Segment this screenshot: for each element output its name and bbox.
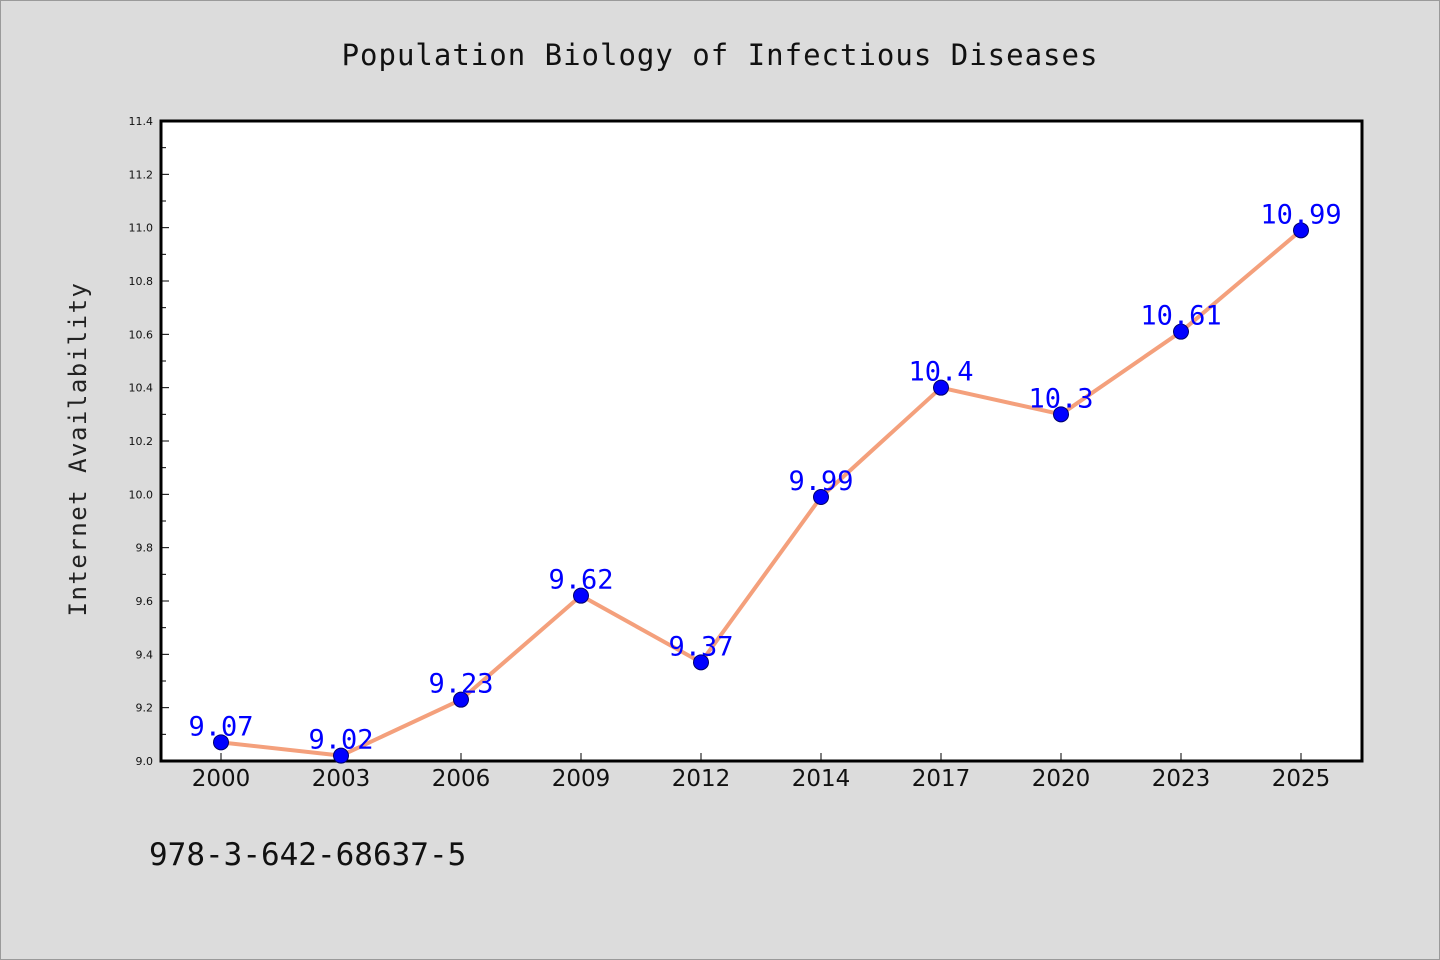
y-tick-label: 11.4 — [129, 115, 154, 128]
series-markers — [213, 222, 1309, 764]
isbn-text: 978-3-642-68637-5 — [149, 837, 466, 873]
y-tick-label: 10.0 — [129, 488, 154, 501]
y-tick-label: 9.6 — [136, 595, 154, 608]
data-labels: 9.07 9.02 9.23 9.62 9.37 9.99 10.4 10.3 10.61 10.… — [188, 199, 1341, 755]
x-tick-label: 2014 — [792, 766, 851, 792]
y-axis: 9.0 9.2 9.4 9.6 9.8 10.0 10.2 10.4 10.6 10.8 11.0 1… — [129, 115, 169, 768]
data-label: 9.99 — [788, 466, 853, 497]
data-label: 9.23 — [428, 669, 493, 700]
data-point — [813, 489, 829, 505]
y-axis-label: Internet Availability — [64, 282, 92, 617]
plot-area — [159, 119, 1364, 763]
y-tick-label: 10.6 — [129, 328, 154, 341]
data-label: 10.99 — [1260, 199, 1341, 230]
y-tick-label: 9.8 — [136, 542, 154, 555]
data-label: 9.07 — [188, 711, 253, 742]
data-label: 10.4 — [908, 357, 973, 388]
y-tick-label: 11.2 — [129, 168, 154, 181]
data-point — [693, 654, 709, 671]
x-tick-label: 2009 — [552, 766, 611, 792]
x-tick-label: 2003 — [312, 766, 371, 792]
x-tick-label: 2012 — [672, 766, 731, 792]
x-tick-label: 2017 — [912, 766, 971, 792]
data-point — [333, 747, 349, 764]
x-tick-label: 2020 — [1032, 766, 1091, 792]
x-tick-label: 2025 — [1272, 766, 1331, 792]
data-point — [213, 734, 229, 751]
y-tick-label: 9.2 — [136, 702, 154, 715]
x-axis: 2000 2003 2006 2009 2012 2014 2017 2020 2023 2025 — [192, 753, 1331, 792]
data-label: 10.61 — [1140, 301, 1221, 332]
y-tick-label: 10.4 — [129, 382, 154, 395]
y-tick-label: 9.0 — [136, 755, 154, 768]
data-label: 10.3 — [1028, 383, 1093, 414]
y-tick-label: 10.2 — [129, 435, 154, 448]
series-line — [219, 228, 1303, 758]
data-label: 9.62 — [548, 565, 613, 596]
data-label: 9.37 — [668, 631, 733, 662]
data-point — [933, 379, 949, 396]
data-point — [453, 691, 469, 708]
data-point — [1173, 323, 1189, 340]
x-tick-label: 2006 — [432, 766, 491, 792]
y-tick-label: 10.8 — [129, 275, 154, 288]
x-tick-label: 2000 — [192, 766, 251, 792]
x-tick-label: 2023 — [1152, 766, 1211, 792]
y-tick-label: 11.0 — [129, 222, 154, 235]
data-point — [1053, 406, 1069, 423]
data-point — [1293, 222, 1309, 239]
chart-title: Population Biology of Infectious Disease… — [342, 38, 1099, 72]
y-tick-label: 9.4 — [136, 648, 154, 661]
data-point — [573, 587, 589, 604]
data-label: 9.02 — [308, 725, 373, 756]
